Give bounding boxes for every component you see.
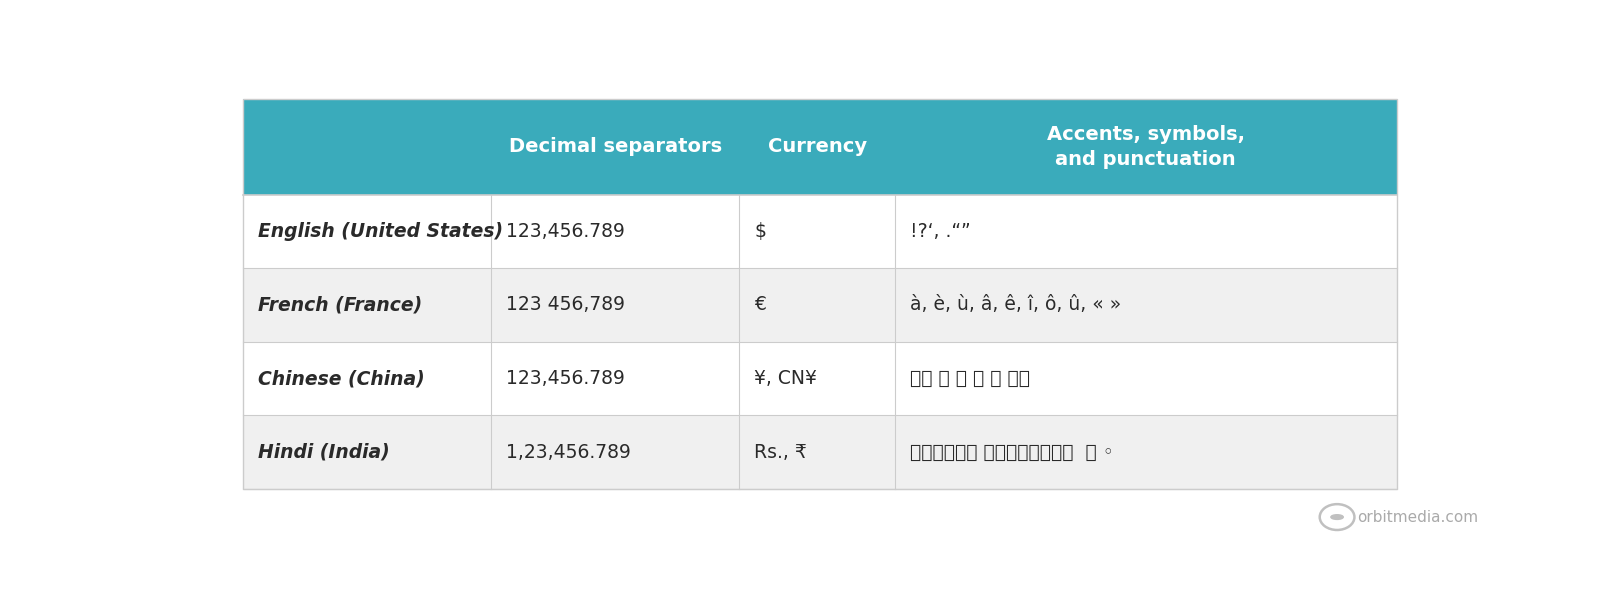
Text: French (France): French (France) [258, 295, 422, 314]
Text: 123 456,789: 123 456,789 [506, 295, 626, 314]
Text: !?‘, .“”: !?‘, .“” [910, 222, 971, 241]
Text: Currency: Currency [768, 137, 867, 156]
Text: Rs., ₹: Rs., ₹ [754, 443, 806, 462]
Text: Chinese (China): Chinese (China) [258, 369, 426, 388]
Text: 123,456.789: 123,456.789 [506, 222, 626, 241]
Bar [243, 268, 1397, 342]
Text: Hindi (India): Hindi (India) [258, 443, 390, 462]
Circle shape [1331, 515, 1344, 520]
Text: Decimal separators: Decimal separators [509, 137, 722, 156]
Text: orbitmedia.com: orbitmedia.com [1357, 509, 1478, 525]
Text: उदाहरण वाक्यांश  । ◦: उदाहरण वाक्यांश । ◦ [910, 443, 1114, 462]
Bar [243, 415, 1397, 489]
Bar [243, 195, 1397, 268]
Text: à, è, ù, â, ê, î, ô, û, « »: à, è, ù, â, ê, î, ô, û, « » [910, 295, 1122, 314]
Bar [243, 99, 1397, 489]
Text: 例子 卖 买 食 物 。、: 例子 卖 买 食 物 。、 [910, 369, 1030, 388]
Text: 123,456.789: 123,456.789 [506, 369, 626, 388]
Text: €: € [754, 295, 766, 314]
Text: $: $ [754, 222, 766, 241]
Text: Accents, symbols,
and punctuation: Accents, symbols, and punctuation [1046, 125, 1245, 169]
Text: 1,23,456.789: 1,23,456.789 [506, 443, 630, 462]
Text: ¥, CN¥: ¥, CN¥ [754, 369, 818, 388]
Text: English (United States): English (United States) [258, 222, 504, 241]
Bar [243, 342, 1397, 415]
Bar [243, 99, 1397, 195]
